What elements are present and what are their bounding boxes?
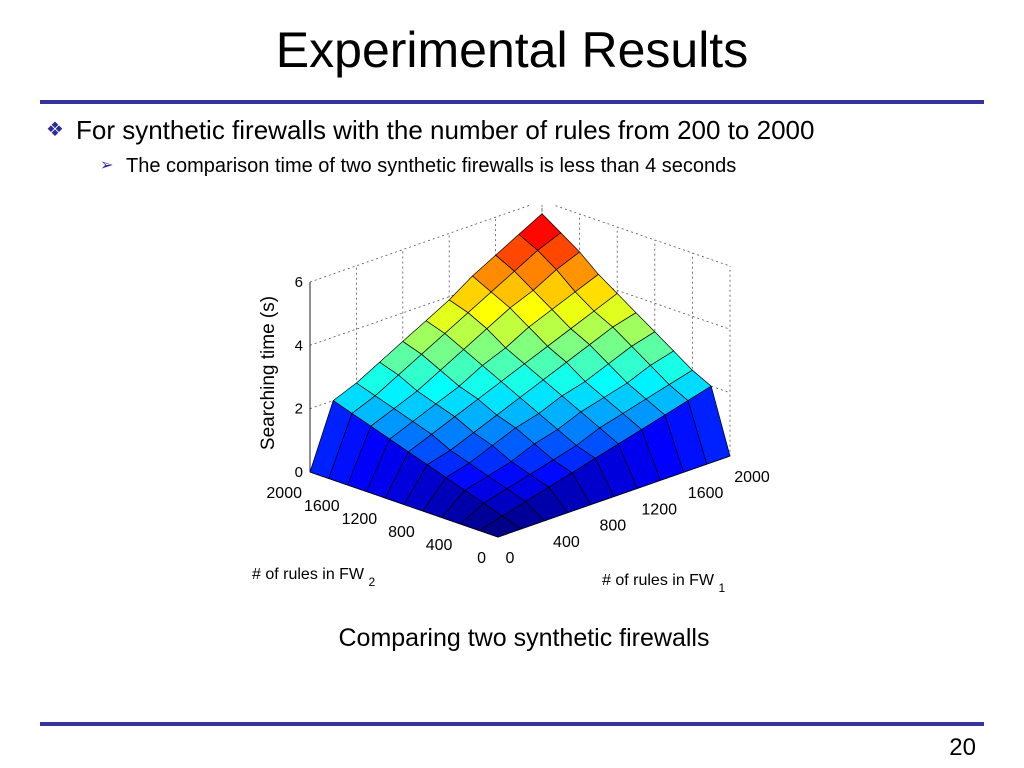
x-axis-label: # of rules in FW 1 bbox=[602, 572, 725, 595]
x-tick-label: 2000 bbox=[734, 469, 770, 486]
slide-title: Experimental Results bbox=[275, 22, 749, 78]
chart-tick-labels: 0246040080012001600200004008001200160020… bbox=[266, 274, 769, 567]
x-tick-label: 0 bbox=[506, 550, 515, 567]
x-tick-label: 1600 bbox=[688, 485, 724, 502]
z-tick-label: 0 bbox=[295, 464, 303, 481]
x-axis-label-subscript: 1 bbox=[718, 581, 725, 595]
bullet-2-text: The comparison time of two synthetic fir… bbox=[126, 155, 737, 177]
y-tick-label: 0 bbox=[477, 550, 486, 567]
bullet-level-2: ➢ The comparison time of two synthetic f… bbox=[100, 153, 736, 179]
title-divider bbox=[40, 100, 984, 104]
z-tick-label: 6 bbox=[295, 274, 303, 291]
page-number: 20 bbox=[949, 734, 976, 761]
y-tick-label: 1600 bbox=[304, 498, 340, 515]
y-axis-label-subscript: 2 bbox=[368, 575, 375, 589]
surface-chart: 0246040080012001600200004008001200160020… bbox=[252, 205, 770, 595]
x-tick-label: 400 bbox=[553, 534, 580, 551]
z-tick-label: 4 bbox=[295, 337, 303, 354]
y-axis-label-text: # of rules in FW bbox=[252, 566, 365, 583]
bullet-level-1: ❖ For synthetic firewalls with the numbe… bbox=[46, 114, 814, 146]
y-tick-label: 2000 bbox=[266, 485, 302, 502]
figure-caption: Comparing two synthetic firewalls bbox=[338, 624, 710, 652]
footer-divider bbox=[40, 722, 984, 726]
z-axis-label: Searching time (s) bbox=[258, 296, 279, 450]
y-tick-label: 400 bbox=[426, 537, 453, 554]
y-axis-label: # of rules in FW 2 bbox=[252, 566, 375, 589]
x-axis-label-text: # of rules in FW bbox=[602, 572, 715, 589]
diamond-bullet-icon: ❖ bbox=[46, 119, 64, 141]
y-tick-label: 1200 bbox=[342, 511, 378, 528]
chart-surface bbox=[309, 213, 731, 538]
x-tick-label: 800 bbox=[599, 518, 626, 535]
gridline-z bbox=[309, 205, 731, 283]
arrow-bullet-icon: ➢ bbox=[100, 157, 114, 174]
x-tick-label: 1200 bbox=[641, 501, 677, 518]
surface-patch bbox=[478, 515, 522, 538]
bullet-1-text: For synthetic firewalls with the number … bbox=[76, 115, 815, 145]
y-tick-label: 800 bbox=[388, 524, 415, 541]
z-tick-label: 2 bbox=[295, 401, 303, 418]
